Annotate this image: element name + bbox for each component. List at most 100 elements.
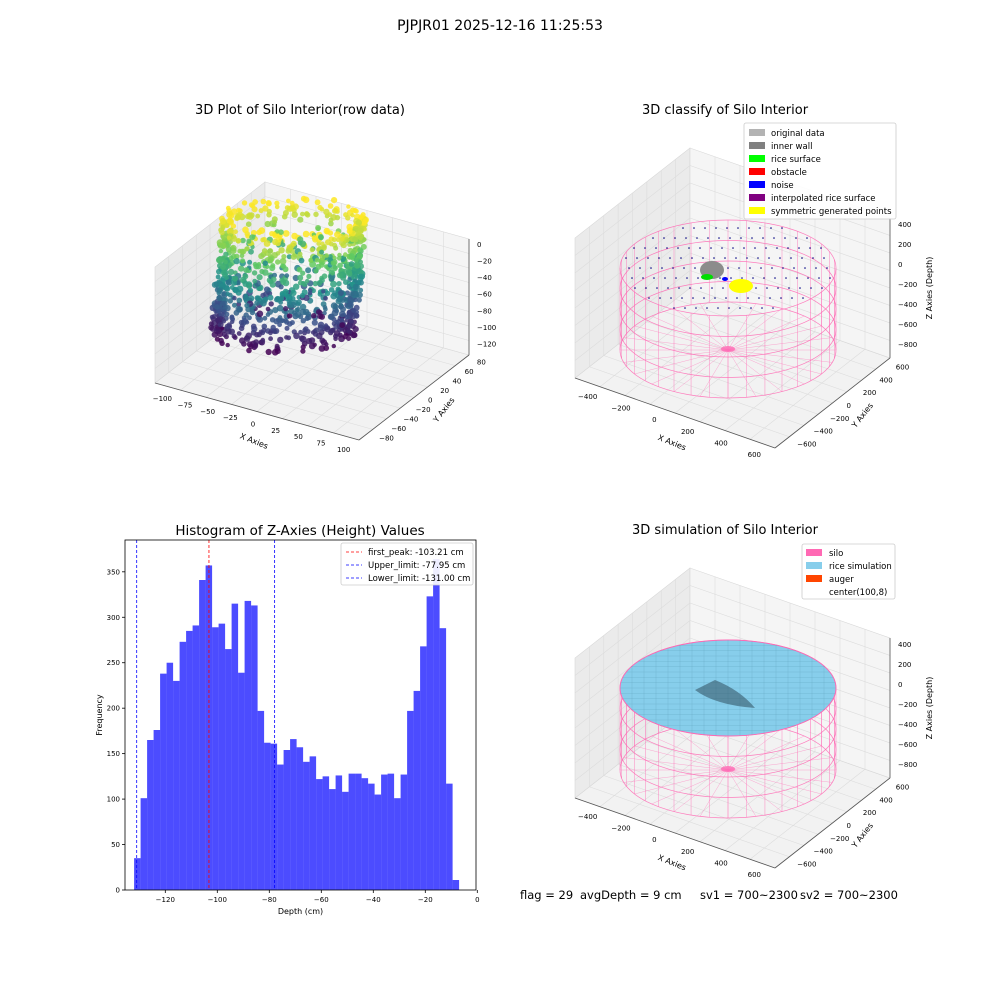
raw-data-point (248, 212, 255, 219)
raw-data-point (299, 240, 307, 248)
classify-noise-point (781, 227, 783, 229)
histogram-x-tick-label: −60 (314, 896, 329, 904)
raw-data-point (261, 248, 268, 254)
classify-y-tick-label: 600 (896, 363, 909, 371)
classify-noise-point (693, 227, 695, 229)
raw-data-point (262, 260, 268, 266)
histogram-bar (290, 739, 297, 890)
classify-noise-point (747, 297, 749, 299)
raw-y-tick-label: 60 (465, 368, 474, 376)
raw-data-point (320, 339, 328, 346)
classify-legend-label: inner wall (771, 142, 812, 152)
histogram-bar (296, 747, 304, 890)
histogram-bar (316, 779, 323, 890)
raw-grid-line (154, 196, 266, 282)
simulation-grid-line (724, 760, 841, 851)
classify-silo-floor-spoke (727, 349, 805, 385)
raw-data-point (224, 223, 230, 228)
histogram-bar (264, 742, 271, 890)
raw-data-point (348, 253, 355, 260)
classify-noise-point (644, 247, 646, 249)
classify-noise-point (659, 297, 661, 299)
raw-data-point (334, 231, 341, 238)
classify-noise-point (666, 247, 668, 249)
classify-noise-point (823, 257, 825, 259)
classify-noise-point (770, 227, 772, 229)
classify-noise-point (755, 287, 757, 289)
classify-silo-floor-spoke (699, 349, 729, 397)
classify-silo-floor-spoke (727, 349, 783, 392)
raw-data-point (307, 288, 313, 293)
raw-data-point (216, 256, 223, 264)
raw-data-point (258, 208, 264, 214)
classify-noise-point (765, 247, 767, 249)
classify-noise-point (784, 237, 786, 239)
classify-noise-point (685, 237, 687, 239)
classify-noise-point (706, 307, 708, 309)
histogram-x-tick-label: −40 (366, 896, 381, 904)
raw-data-point (346, 204, 351, 209)
raw-z-tick-label: 0 (477, 241, 481, 249)
histogram-bar (192, 625, 200, 890)
raw-data-point (317, 324, 324, 331)
classify-legend-swatch (749, 168, 765, 175)
simulation-legend-label: center(100,8) (829, 588, 887, 598)
histogram-bar (387, 773, 395, 890)
simulation-floor-center (721, 766, 735, 772)
classify-noise-point (678, 287, 680, 289)
raw-data-point (351, 307, 357, 313)
raw-y-tick-label: 40 (452, 378, 461, 386)
raw-data-point (318, 234, 324, 240)
raw-data-point (347, 296, 354, 304)
raw-x-tick-label: 50 (294, 433, 303, 441)
classify-noise-point (634, 287, 636, 289)
raw-data-point (234, 214, 241, 221)
raw-data-point (284, 205, 291, 211)
simulation-y-axis-line (774, 777, 891, 869)
classify-noise-point (752, 277, 754, 279)
raw-data-point (278, 247, 285, 254)
raw-data-point (267, 294, 274, 301)
raw-data-point (362, 237, 367, 242)
classify-silo-floor-spoke (727, 308, 783, 351)
raw-data-point (330, 260, 337, 266)
histogram-bar (309, 756, 317, 890)
raw-x-tick-label: −75 (178, 402, 193, 410)
raw-data-point (297, 274, 304, 281)
histogram-bar (335, 775, 343, 890)
histogram-bar (160, 673, 167, 890)
raw-data-point (333, 333, 339, 339)
classify-noise-point (726, 227, 728, 229)
simulation-silo-floor-spoke (651, 735, 729, 771)
raw-data-point (215, 328, 222, 334)
raw-data-point (239, 248, 245, 254)
classify-noise-point (810, 287, 812, 289)
raw-data-point (266, 208, 272, 215)
raw-data-point (270, 263, 276, 269)
classify-silo-floor-spoke (727, 337, 833, 351)
classify-noise-point (796, 277, 798, 279)
histogram-bar (407, 710, 414, 890)
classify-y-axis-label: Y Axies (849, 401, 875, 430)
classify-noise-point (677, 247, 679, 249)
raw-x-tick-label: 75 (317, 440, 326, 448)
raw-y-tick-label: 0 (428, 397, 432, 405)
raw-data-point (244, 319, 250, 325)
raw-data-point (226, 235, 232, 240)
histogram-bar (303, 761, 310, 890)
raw-data-point (342, 333, 348, 340)
classify-noise-point (673, 307, 675, 309)
simulation-y-tick-label: 400 (879, 796, 892, 804)
raw-data-point (298, 335, 305, 342)
raw-data-point (221, 318, 227, 324)
raw-data-point (317, 204, 323, 211)
raw-data-point (258, 253, 265, 260)
raw-data-point (246, 347, 252, 354)
classify-noise-point (721, 247, 723, 249)
classify-noise-point (695, 307, 697, 309)
classify-noise-point (682, 227, 684, 229)
raw-data-point (277, 336, 284, 344)
classify-noise-point (779, 257, 781, 259)
raw-x-tick-label: −100 (153, 395, 172, 403)
classify-legend-label: obstacle (771, 168, 807, 178)
